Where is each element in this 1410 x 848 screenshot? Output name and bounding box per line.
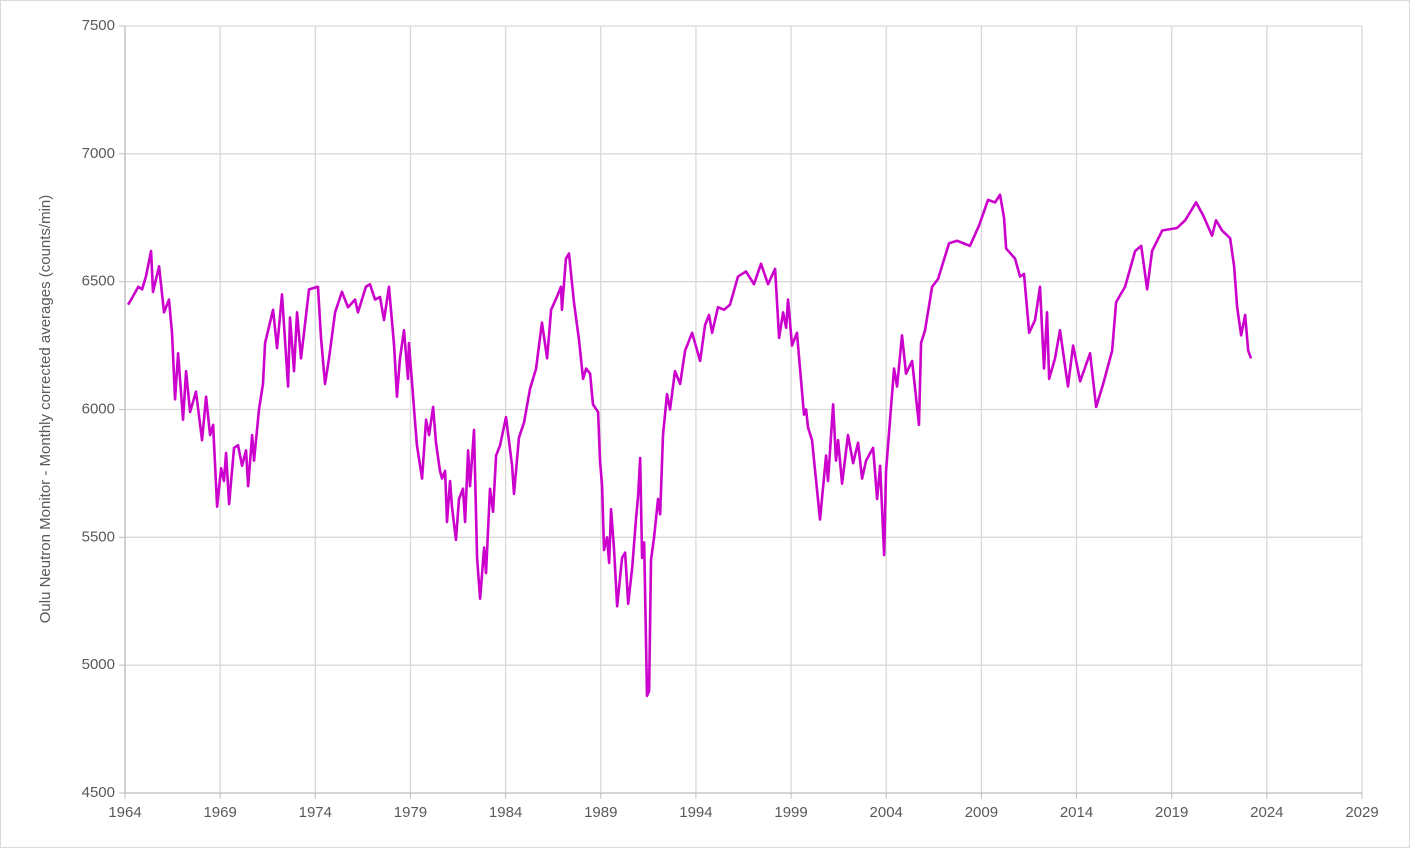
- x-tick-label: 1999: [774, 804, 807, 821]
- x-tick-label: 1984: [489, 804, 522, 821]
- x-tick-label: 2004: [870, 804, 903, 821]
- y-tick-label: 7000: [82, 145, 115, 162]
- y-tick-label: 4500: [82, 784, 115, 801]
- x-tick-label: 1974: [299, 804, 332, 821]
- y-axis-title: Oulu Neutron Monitor - Monthly corrected…: [37, 195, 54, 624]
- y-tick-label: 5000: [82, 656, 115, 673]
- y-tick-label: 6000: [82, 400, 115, 417]
- data-line: [126, 193, 1253, 698]
- x-tick-label: 1979: [394, 804, 427, 821]
- x-tick-label: 1989: [584, 804, 617, 821]
- x-tick-label: 2024: [1250, 804, 1283, 821]
- x-tick-label: 1969: [203, 804, 236, 821]
- x-tick-label: 2009: [965, 804, 998, 821]
- x-tick-label: 1994: [679, 804, 712, 821]
- y-tick-label: 5500: [82, 528, 115, 545]
- y-tick-label: 7500: [82, 17, 115, 34]
- x-tick-label: 2029: [1345, 804, 1378, 821]
- y-tick-label: 6500: [82, 273, 115, 290]
- x-tick-label: 1964: [108, 804, 141, 821]
- x-tick-label: 2019: [1155, 804, 1188, 821]
- x-tick-label: 2014: [1060, 804, 1093, 821]
